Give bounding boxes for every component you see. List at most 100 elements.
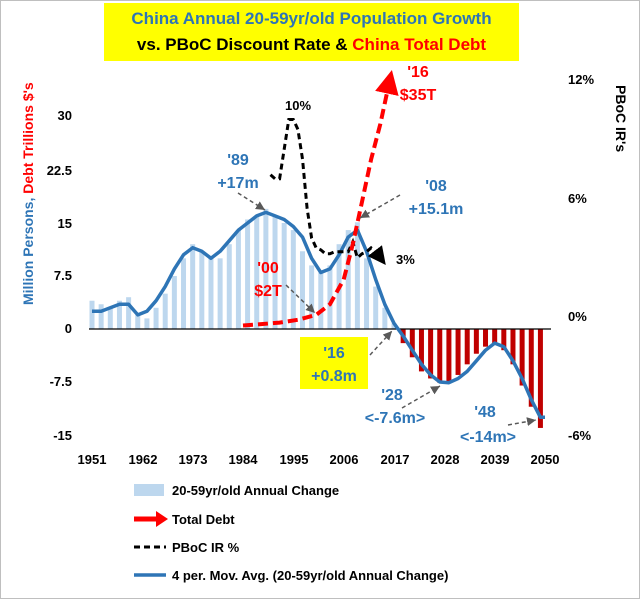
bar-2049 [537, 329, 543, 428]
series-lines-group [92, 69, 545, 420]
ann-10pct: 10% [285, 98, 311, 113]
annotation-2016-pop-box [300, 337, 368, 389]
y-tick-neg7.5: -7.5 [50, 374, 72, 389]
ann-3pct: 3% [396, 252, 415, 267]
title-line-1: China Annual 20-59yr/old Population Grow… [131, 9, 492, 28]
x-tick-1962: 1962 [129, 452, 158, 467]
title-line-2b: China Total Debt [352, 35, 487, 54]
bar-1963 [144, 318, 150, 329]
bar-2045 [519, 329, 525, 386]
bar-1969 [171, 276, 177, 329]
x-tick-2050: 2050 [531, 452, 560, 467]
ann-89-value: +17m [217, 175, 258, 192]
left-axis-label-part2: Debt Trillions $'s [20, 82, 36, 194]
bar-2001 [318, 272, 324, 329]
bar-1971 [181, 258, 187, 329]
bar-2029 [446, 329, 452, 382]
y2-tick-0: 0% [568, 309, 587, 324]
bar-2037 [483, 329, 489, 347]
title-line-2a: vs. PBoC Discount Rate & [136, 35, 353, 54]
y-tick-7.5: 7.5 [54, 268, 72, 283]
bar-1991 [272, 215, 278, 329]
bar-2047 [528, 329, 534, 407]
ann-48-year: '48 [474, 404, 496, 421]
x-tick-2028: 2028 [431, 452, 460, 467]
left-axis-label-part1: Million Persons, [20, 194, 36, 305]
bar-1985 [245, 219, 251, 329]
bar-1981 [226, 244, 232, 329]
ann-89-arrow [237, 192, 266, 211]
x-tick-1973: 1973 [179, 452, 208, 467]
ann-08-value: +15.1m [409, 201, 464, 218]
bar-1965 [153, 307, 159, 329]
ann-16-debt-year: '16 [407, 64, 429, 81]
legend-label-mavg: 4 per. Mov. Avg. (20-59yr/old Annual Cha… [172, 568, 448, 583]
bar-1995 [290, 230, 296, 329]
ann-28-year: '28 [381, 387, 403, 404]
bar-2043 [510, 329, 516, 365]
ann-28-value: <-7.6m> [365, 410, 425, 427]
x-tick-1951: 1951 [78, 452, 107, 467]
bar-1953 [98, 304, 104, 329]
x-tick-2017: 2017 [381, 452, 410, 467]
y-tick-0: 0 [65, 321, 72, 336]
bar-1993 [281, 223, 287, 329]
legend-label-bars: 20-59yr/old Annual Change [172, 483, 339, 498]
bar-2041 [501, 329, 507, 351]
bar-1977 [208, 258, 214, 329]
y-tick-30: 30 [58, 108, 72, 123]
bar-1999 [309, 265, 315, 329]
ann-00-year: '00 [257, 260, 279, 277]
bar-1961 [135, 314, 141, 329]
y2-tick-12: 12% [568, 72, 594, 87]
series-line-total-debt [242, 69, 399, 328]
bar-1955 [107, 307, 113, 329]
bar-2033 [464, 329, 470, 365]
ann-28-arrow [401, 385, 441, 409]
bar-2021 [409, 329, 415, 358]
y-tick-22.5: 22.5 [47, 163, 72, 178]
ann-08-year: '08 [425, 178, 447, 195]
bar-2039 [492, 329, 498, 344]
ann-08-arrow [359, 194, 401, 219]
legend-label-pboc: PBoC IR % [172, 540, 240, 555]
ann-48-value: <-14m> [460, 429, 516, 446]
negative-bars-group [400, 329, 543, 428]
series-line-moving-average [92, 210, 545, 420]
x-tick-1984: 1984 [229, 452, 259, 467]
bar-2011 [364, 258, 370, 329]
left-axis-label: Million Persons, Debt Trillions $'s [20, 82, 36, 305]
bar-2023 [418, 329, 424, 372]
bar-1989 [263, 208, 269, 329]
bar-2013 [373, 286, 379, 329]
ann-48-arrow [507, 417, 537, 427]
bar-1951 [89, 300, 95, 329]
ann-00-value: $2T [254, 283, 282, 300]
y-tick-neg15: -15 [53, 428, 72, 443]
bar-2007 [345, 230, 351, 329]
y2-tick-6: 6% [568, 191, 587, 206]
ann-89-year: '89 [227, 152, 249, 169]
bar-1975 [199, 251, 205, 329]
x-tick-2006: 2006 [330, 452, 359, 467]
right-axis-label: PBoC IR's [613, 85, 629, 152]
ann-16-pop-year: '16 [323, 345, 345, 362]
legend-swatch-debt-arrow [156, 511, 168, 527]
ann-16-debt-value: $35T [400, 87, 437, 104]
bar-1959 [126, 297, 132, 329]
series-line-pboc-rate [269, 118, 386, 265]
bar-1957 [116, 300, 122, 329]
y2-tick-neg6: -6% [568, 428, 592, 443]
bar-1997 [299, 251, 305, 329]
x-tick-1995: 1995 [280, 452, 309, 467]
ann-16-pop-value: +0.8m [311, 368, 357, 385]
bar-2015 [382, 307, 388, 329]
bar-2035 [473, 329, 479, 354]
bar-2009 [354, 222, 360, 329]
ann-16-pop-arrow [369, 330, 393, 356]
legend-swatch-bars [134, 484, 164, 496]
legend-label-debt: Total Debt [172, 512, 235, 527]
x-tick-2039: 2039 [481, 452, 510, 467]
legend: 20-59yr/old Annual Change Total Debt PBo… [134, 483, 448, 583]
